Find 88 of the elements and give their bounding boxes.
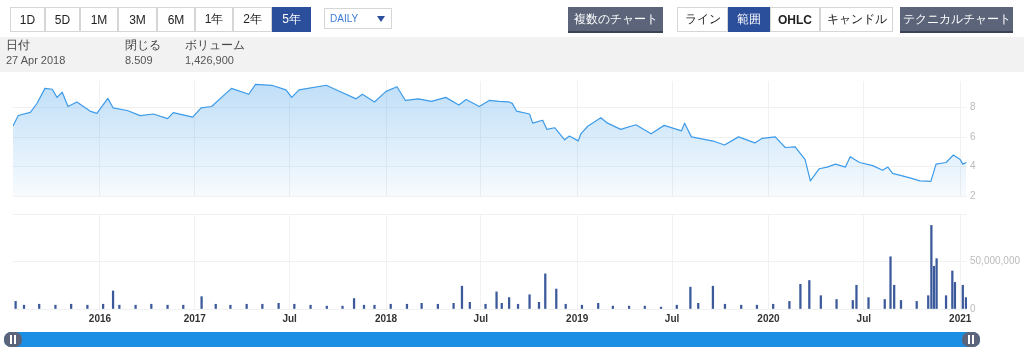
bar bbox=[495, 291, 498, 309]
bar bbox=[70, 303, 73, 309]
x-tick-label: Jul bbox=[282, 312, 298, 324]
x-tick-label: 2017 bbox=[183, 312, 207, 324]
bar bbox=[245, 303, 248, 309]
y-tick-label: 2 bbox=[970, 189, 976, 201]
bar bbox=[528, 294, 531, 309]
bar bbox=[930, 225, 933, 309]
text: ライン bbox=[677, 7, 728, 32]
text: 1D bbox=[10, 7, 45, 32]
bar bbox=[436, 303, 439, 309]
text: キャンドル bbox=[820, 7, 893, 32]
text: 範囲 bbox=[728, 7, 770, 32]
text: ボリューム bbox=[185, 37, 245, 54]
bar bbox=[200, 296, 203, 309]
bar bbox=[689, 286, 692, 309]
x-tick-label: 2016 bbox=[88, 312, 112, 324]
bar bbox=[899, 300, 903, 309]
bar bbox=[788, 301, 791, 309]
bar bbox=[14, 301, 17, 309]
bar bbox=[54, 304, 57, 309]
y-tick-label: 4 bbox=[970, 160, 976, 172]
x-tick-label: Jul bbox=[473, 312, 489, 324]
bar bbox=[420, 302, 423, 309]
x-tick-label: 2019 bbox=[566, 312, 589, 324]
x-tick-label: 2020 bbox=[757, 312, 781, 324]
text: 1M bbox=[80, 7, 118, 32]
bar bbox=[516, 303, 520, 309]
bar bbox=[772, 303, 775, 309]
text: 複数のチャート bbox=[568, 7, 663, 33]
y-tick-label: 8 bbox=[970, 101, 976, 113]
bar bbox=[867, 297, 870, 309]
text: OHLC bbox=[770, 7, 820, 32]
x-tick-label: Jul bbox=[856, 312, 872, 324]
bar bbox=[452, 302, 455, 309]
text: 5年 bbox=[272, 7, 311, 32]
x-tick-label: Jul bbox=[664, 312, 680, 324]
bar bbox=[309, 304, 312, 309]
y-tick-label: 50,000,000 bbox=[970, 255, 1021, 267]
x-tick-label: 2021 bbox=[949, 312, 972, 324]
bar bbox=[229, 304, 232, 309]
text: 5D bbox=[45, 7, 80, 32]
bar bbox=[261, 303, 264, 309]
text: 27 Apr 2018 bbox=[6, 54, 66, 66]
bar bbox=[883, 299, 886, 309]
bar bbox=[819, 295, 822, 309]
bar bbox=[389, 303, 392, 309]
bar bbox=[944, 295, 948, 309]
text: 3M bbox=[118, 7, 157, 32]
bar bbox=[564, 303, 567, 309]
bar bbox=[484, 303, 487, 309]
bar bbox=[597, 302, 600, 309]
text: DAILY bbox=[330, 13, 359, 24]
bar bbox=[855, 284, 858, 309]
bar bbox=[405, 303, 409, 309]
y-tick-label: 0 bbox=[970, 302, 976, 314]
bar bbox=[38, 303, 41, 309]
text: 8.509 bbox=[125, 54, 153, 66]
x-tick-label: 2018 bbox=[374, 312, 398, 324]
bar bbox=[341, 305, 344, 309]
bar bbox=[352, 298, 356, 309]
bar bbox=[507, 297, 511, 309]
bar bbox=[537, 302, 541, 309]
bar bbox=[500, 302, 503, 309]
text: 1,426,900 bbox=[185, 54, 234, 66]
bar bbox=[277, 302, 280, 309]
bar bbox=[723, 303, 727, 309]
bar bbox=[134, 304, 137, 309]
bar bbox=[101, 303, 105, 309]
text: 6M bbox=[157, 7, 195, 32]
text: 閉じる bbox=[125, 37, 161, 54]
bar bbox=[373, 304, 376, 309]
bar bbox=[150, 303, 153, 309]
text: 2年 bbox=[233, 7, 272, 32]
y-tick-label: 6 bbox=[970, 130, 976, 142]
text: 1年 bbox=[195, 7, 233, 32]
bar bbox=[799, 283, 802, 309]
bar bbox=[86, 304, 89, 309]
bar bbox=[935, 258, 938, 309]
text: 日付 bbox=[6, 37, 30, 54]
bar bbox=[697, 302, 700, 309]
bar bbox=[468, 302, 471, 309]
bar bbox=[889, 256, 892, 309]
bar bbox=[166, 304, 169, 309]
bar bbox=[835, 299, 838, 309]
bar bbox=[293, 303, 296, 309]
bar bbox=[214, 303, 217, 309]
text: テクニカルチャート bbox=[900, 7, 1013, 33]
